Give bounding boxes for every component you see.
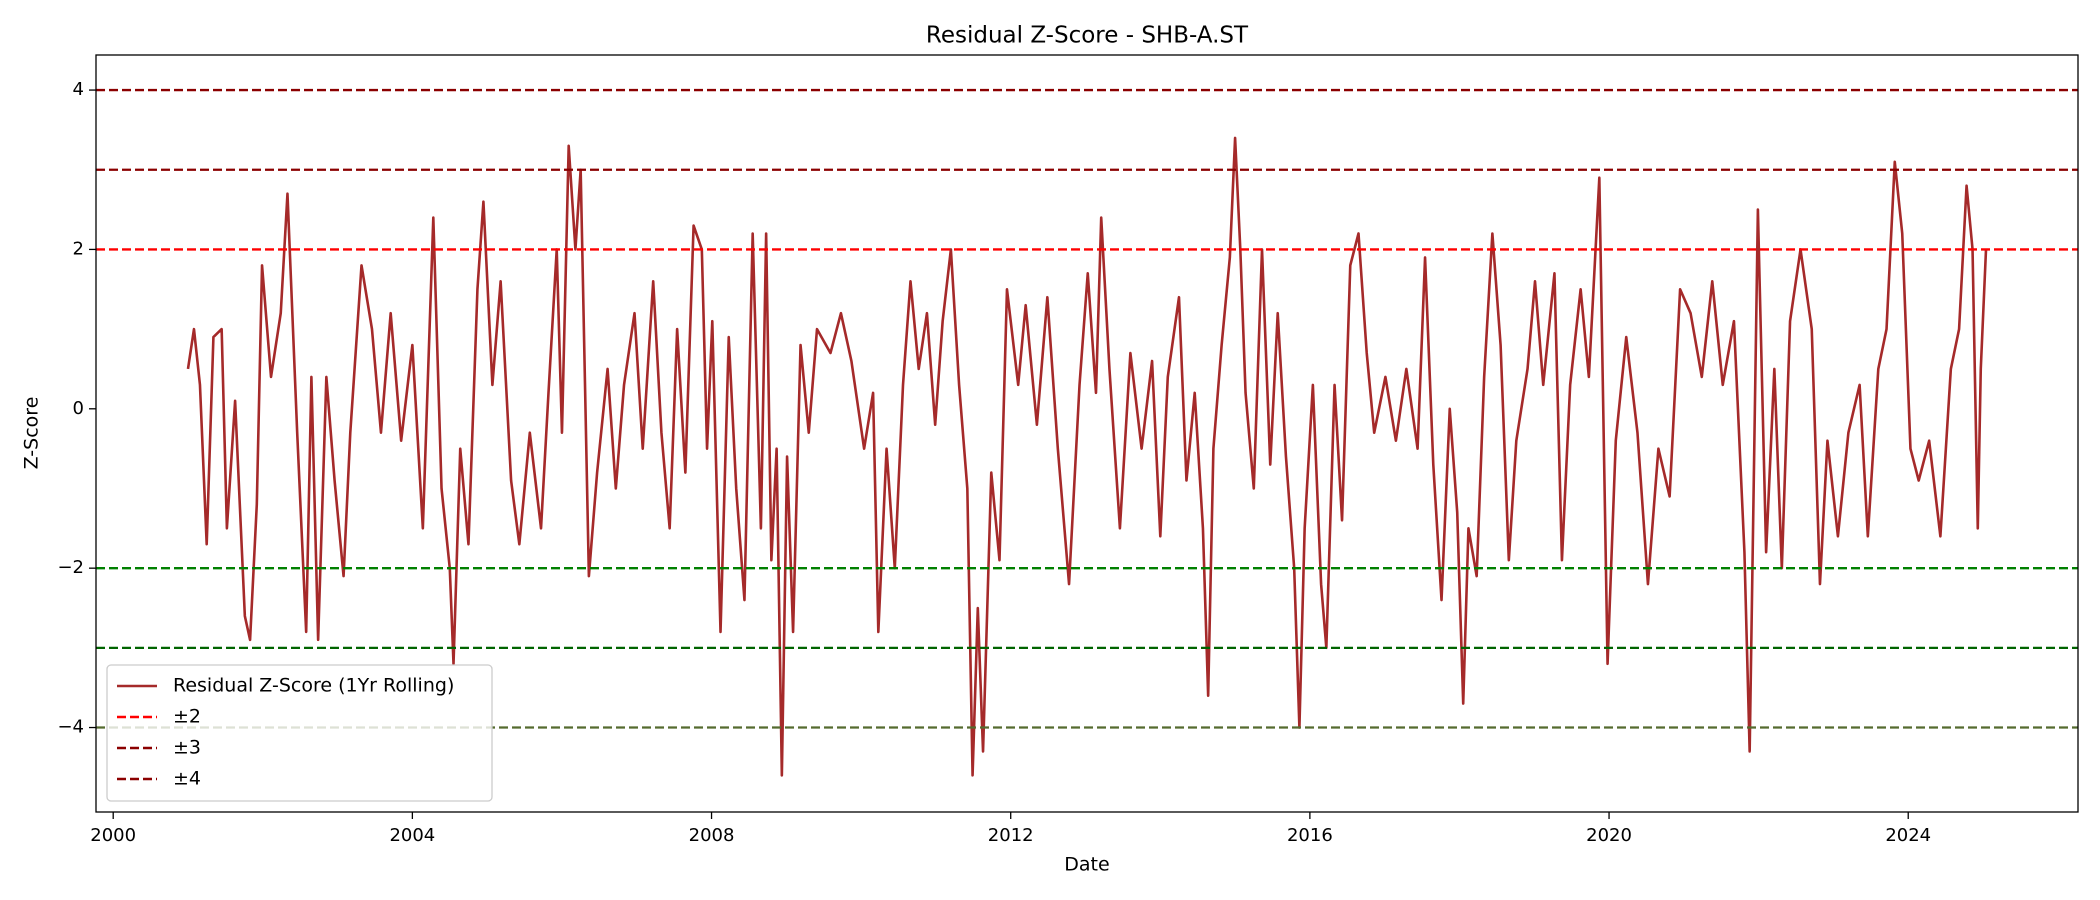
legend-label: ±4 xyxy=(173,768,201,790)
y-axis-label: Z-Score xyxy=(21,397,43,470)
legend-box xyxy=(106,664,493,802)
x-tick-label: 2016 xyxy=(1287,825,1333,846)
y-tick-label: 4 xyxy=(73,79,84,100)
x-tick-label: 2004 xyxy=(389,825,435,846)
legend-label: Residual Z-Score (1Yr Rolling) xyxy=(173,675,454,697)
plot-frame xyxy=(95,54,2079,813)
legend: Residual Z-Score (1Yr Rolling) ±2 ±3 ±4 xyxy=(106,664,493,802)
y-tick-label: 2 xyxy=(73,238,84,259)
legend-label: ±3 xyxy=(173,737,201,759)
legend-label: ±2 xyxy=(173,706,201,728)
data-line xyxy=(186,136,1988,777)
chart-title: Residual Z-Score - SHB-A.ST xyxy=(926,23,1249,49)
y-tick-label: −4 xyxy=(57,717,84,738)
x-axis-label: Date xyxy=(1064,854,1109,876)
x-tick-label: 2020 xyxy=(1586,825,1632,846)
x-tick-label: 2012 xyxy=(988,825,1034,846)
y-tick-label: −2 xyxy=(57,557,84,578)
x-tick-label: 2000 xyxy=(90,825,136,846)
y-tick-label: 0 xyxy=(73,398,84,419)
x-tick-label: 2024 xyxy=(1885,825,1931,846)
x-tick-label: 2008 xyxy=(689,825,735,846)
